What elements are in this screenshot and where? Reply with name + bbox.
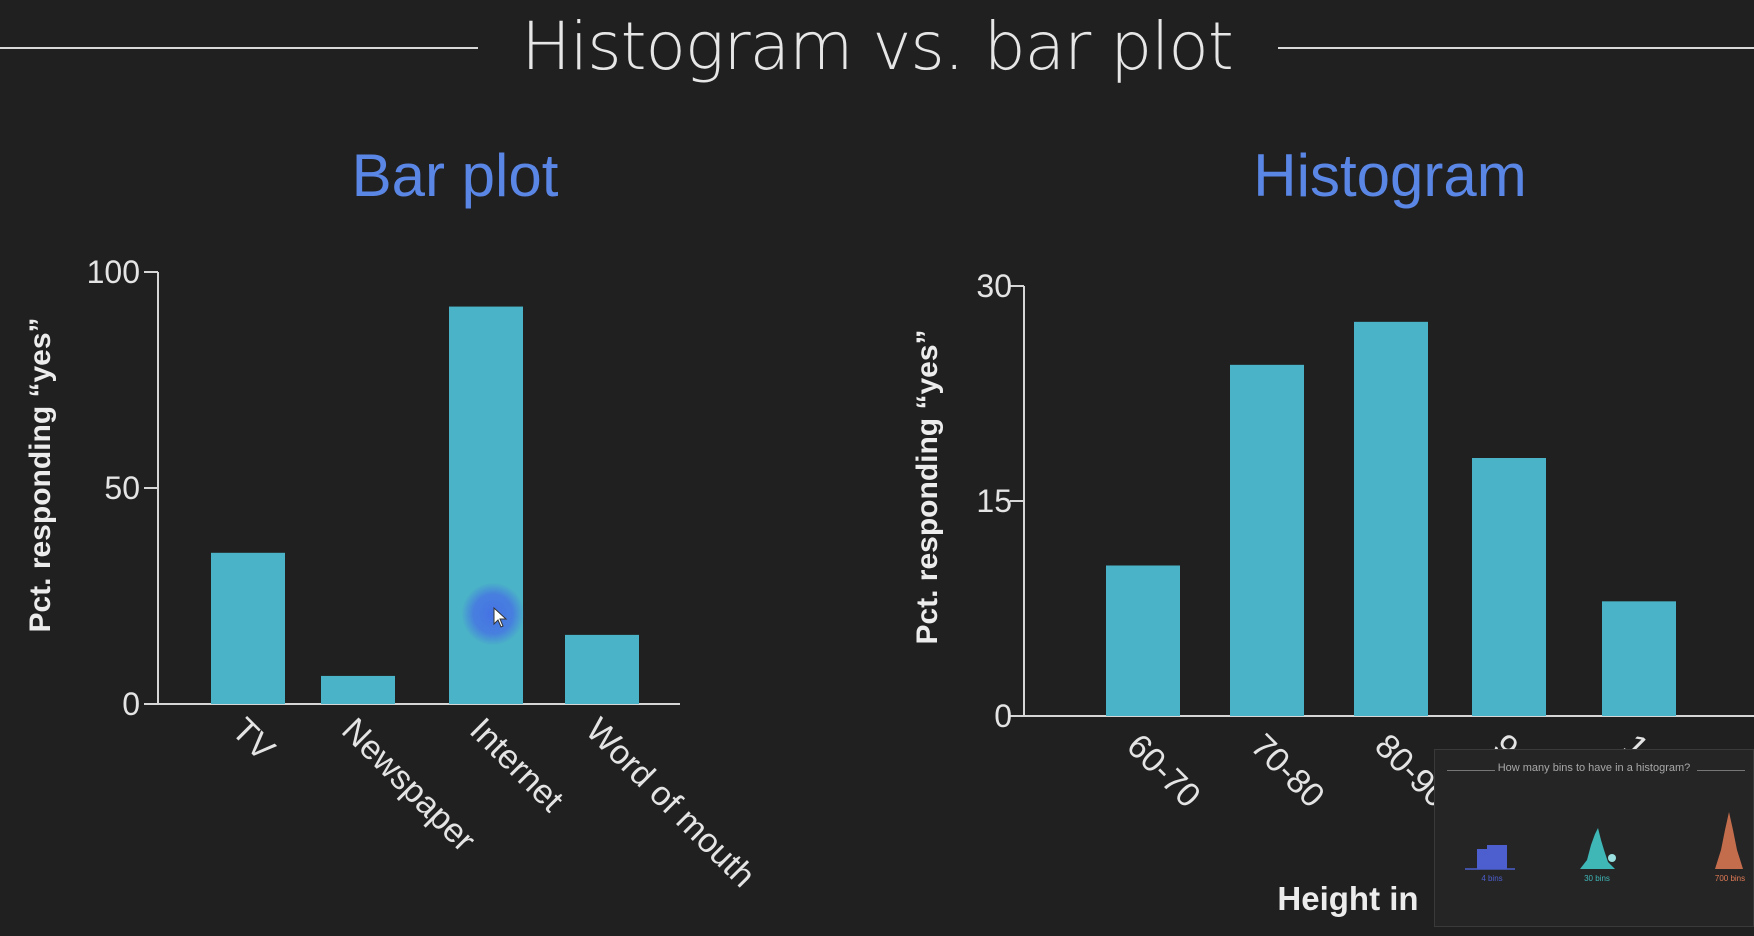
x-tick-label: Newspaper bbox=[334, 711, 482, 859]
x-tick-label: Word of mouth bbox=[578, 711, 762, 895]
thumb-bar bbox=[1487, 845, 1507, 869]
y-tick-label: 0 bbox=[994, 698, 1012, 734]
bar bbox=[1602, 601, 1676, 716]
histogram-bins-thumbnail[interactable]: How many bins to have in a histogram? 4 … bbox=[1434, 749, 1754, 927]
y-axis-title: Pct. responding “yes” bbox=[911, 329, 944, 644]
y-tick-label: 100 bbox=[87, 254, 140, 290]
bar bbox=[1354, 321, 1428, 716]
thumbnail-title: How many bins to have in a histogram? bbox=[1497, 762, 1691, 774]
slide-title: Histogram vs. bar plot bbox=[521, 8, 1233, 85]
thumb-caption: 700 bins bbox=[1714, 874, 1746, 883]
mouse-pointer-icon bbox=[493, 607, 508, 628]
title-rule-left bbox=[0, 47, 478, 49]
bar bbox=[321, 675, 395, 704]
bar bbox=[211, 552, 285, 704]
bar-plot-title: Bar plot bbox=[352, 142, 559, 209]
bar bbox=[1472, 458, 1546, 716]
x-tick-label: Internet bbox=[462, 711, 571, 820]
x-tick-label: TV bbox=[224, 711, 282, 769]
title-rule-right bbox=[1278, 47, 1754, 49]
x-tick-label: 60-70 bbox=[1119, 727, 1207, 815]
thumb-rule-left bbox=[1447, 770, 1495, 771]
thumb-caption: 30 bins bbox=[1584, 874, 1610, 883]
thumb-rule-right bbox=[1697, 770, 1745, 771]
thumb-caption: 4 bins bbox=[1481, 874, 1503, 883]
thumbnail-graphic bbox=[1465, 812, 1743, 870]
bar bbox=[565, 634, 639, 704]
y-tick-label: 0 bbox=[122, 686, 140, 722]
y-tick-label: 30 bbox=[976, 268, 1012, 304]
y-tick-label: 15 bbox=[976, 483, 1012, 519]
bar bbox=[1106, 565, 1180, 716]
thumb-700-bins-shape bbox=[1715, 812, 1743, 869]
x-tick-label: 70-80 bbox=[1243, 727, 1331, 815]
bar bbox=[1230, 364, 1304, 716]
y-tick-label: 50 bbox=[104, 470, 140, 506]
x-axis-title: Height in bbox=[1277, 880, 1418, 917]
y-axis-title: Pct. responding “yes” bbox=[24, 317, 57, 632]
thumb-30-bins-shape bbox=[1580, 828, 1615, 869]
cursor-highlight bbox=[462, 583, 524, 645]
histogram-title: Histogram bbox=[1253, 142, 1526, 209]
thumb-dot bbox=[1608, 854, 1616, 862]
